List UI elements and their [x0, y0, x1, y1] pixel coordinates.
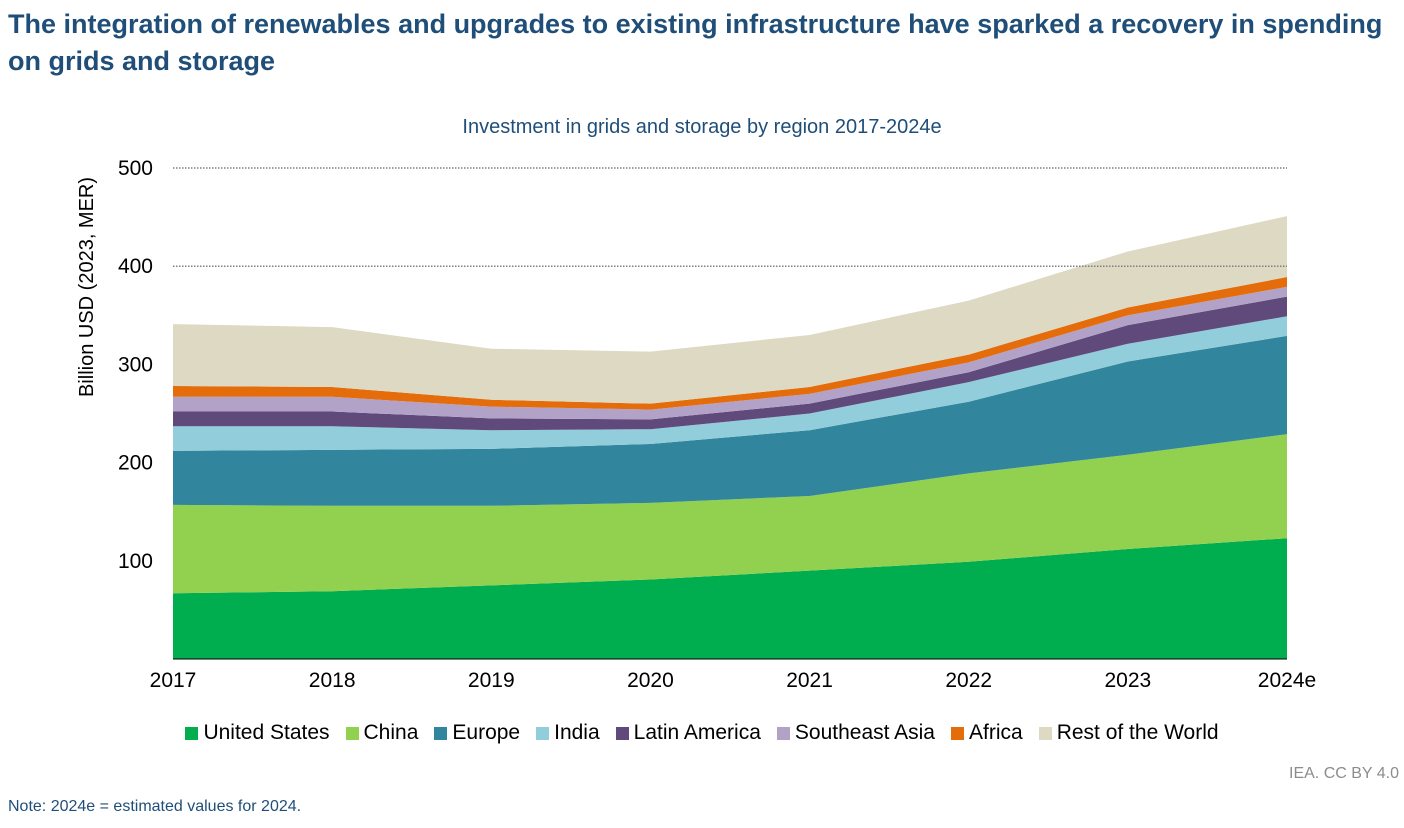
area-africa	[173, 277, 1287, 410]
y-tick-label: 500	[118, 157, 153, 180]
legend-label: India	[554, 721, 600, 744]
legend-label: Africa	[969, 721, 1023, 744]
credit-text: IEA. CC BY 4.0	[1289, 765, 1399, 782]
x-tick-label: 2023	[1104, 669, 1151, 692]
area-europe	[173, 335, 1287, 506]
footnote: Note: 2024e = estimated values for 2024.	[8, 798, 302, 815]
legend-label: China	[363, 721, 419, 744]
legend-label: United States	[203, 721, 330, 744]
y-tick-label: 100	[118, 550, 153, 573]
legend-item-europe: Europe	[434, 721, 520, 745]
legend-item-united-states: United States	[185, 721, 330, 745]
area-layers	[173, 216, 1287, 659]
area-china	[173, 434, 1287, 594]
y-tick-label: 400	[118, 255, 153, 278]
legend-label: Latin America	[633, 721, 761, 744]
y-tick-label: 300	[118, 353, 153, 376]
area-india	[173, 316, 1287, 451]
x-tick-label: 2019	[468, 669, 515, 692]
legend-swatch	[951, 726, 964, 740]
gridlines	[173, 167, 1287, 267]
x-axis-ticks: 2017 2018 2019 2020 2021 2022 2023 2024e	[150, 669, 1317, 692]
legend-item-latin-america: Latin America	[615, 721, 761, 745]
legend-swatch	[345, 726, 359, 740]
y-axis-label: Billion USD (2023, MER)	[76, 177, 98, 397]
legend-item-india: India	[536, 721, 600, 745]
legend-swatch	[615, 726, 629, 740]
legend-swatch	[1038, 726, 1052, 740]
legend-swatch	[776, 726, 790, 740]
legend-item-china: China	[345, 721, 419, 745]
legend-label: Southeast Asia	[794, 721, 935, 744]
chart-title: Investment in grids and storage by regio…	[462, 116, 942, 138]
legend-label: Rest of the World	[1056, 721, 1219, 744]
x-tick-label: 2022	[945, 669, 992, 692]
legend-label: Europe	[452, 721, 521, 744]
x-tick-label: 2024e	[1258, 669, 1316, 692]
legend-swatch	[434, 726, 448, 740]
y-tick-label: 200	[118, 452, 153, 475]
y-axis-ticks: 100 200 300 400 500	[118, 157, 153, 573]
legend: United States China Europe India Latin Ameri…	[0, 721, 1404, 745]
area-rest-of-the-world	[173, 216, 1287, 404]
area-southeast-asia	[173, 286, 1287, 420]
legend-swatch	[536, 726, 550, 740]
area-united-states	[173, 538, 1287, 659]
x-tick-label: 2020	[627, 669, 674, 692]
legend-item-rest-of-the-world: Rest of the World	[1038, 721, 1219, 745]
x-tick-label: 2017	[150, 669, 197, 692]
legend-item-africa: Africa	[951, 721, 1023, 745]
x-tick-label: 2021	[786, 669, 833, 692]
legend-item-southeast-asia: Southeast Asia	[776, 721, 935, 745]
area-latin-america	[173, 296, 1287, 431]
headline: The integration of renewables and upgrad…	[8, 9, 1383, 76]
legend-swatch	[185, 726, 199, 740]
x-tick-label: 2018	[309, 669, 356, 692]
